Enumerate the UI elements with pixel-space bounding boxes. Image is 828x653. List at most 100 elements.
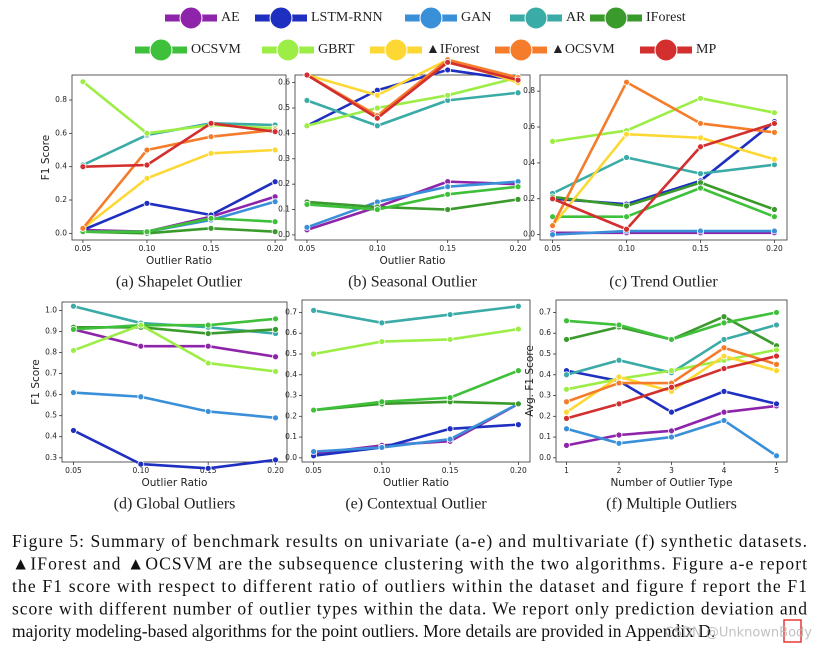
y-tick-label: 0.2	[539, 411, 551, 420]
data-point	[668, 367, 675, 375]
data-point	[615, 373, 623, 381]
series-line	[82, 180, 276, 232]
legend-label: AR	[566, 10, 586, 25]
y-tick-label: 0.0	[523, 230, 535, 239]
y-tick-label: 1.0	[45, 305, 57, 314]
data-point	[514, 367, 522, 375]
data-point	[143, 174, 151, 182]
y-tick-label: 0.6	[285, 328, 297, 337]
data-point	[697, 227, 704, 235]
y-tick-label: 0.3	[45, 453, 57, 462]
data-point	[271, 198, 279, 206]
legend-marker	[179, 6, 203, 30]
y-tick-label: 0.4	[539, 370, 551, 379]
caption-line: Figure 5: Summary of benchmark results o…	[12, 531, 807, 551]
y-tick-label: 0.8	[523, 86, 535, 95]
x-tick-label: 0.15	[692, 244, 709, 253]
axes-frame	[301, 299, 531, 463]
data-point	[378, 444, 386, 451]
data-point	[79, 224, 87, 232]
data-point	[444, 91, 452, 99]
y-tick-label: 0.7	[45, 369, 57, 378]
x-tick-label: 5	[774, 466, 779, 475]
series-line	[306, 58, 519, 117]
data-point	[444, 58, 452, 66]
legend-label: IForest	[646, 10, 686, 25]
data-point	[549, 137, 556, 145]
x-tick-label: 0.10	[618, 244, 635, 253]
caption-line: majority modeling-based algorithms for t…	[12, 621, 715, 641]
data-point	[373, 114, 381, 122]
legend-label: GAN	[461, 10, 491, 25]
data-point	[720, 417, 728, 424]
y-tick-label: 0.6	[45, 390, 57, 399]
x-tick-label: 0.10	[132, 466, 149, 475]
legend-marker	[654, 38, 678, 62]
data-point	[771, 206, 778, 213]
data-point	[615, 431, 623, 439]
data-point	[272, 315, 279, 323]
y-tick-label: 0.4	[278, 128, 290, 137]
caption-line: ▲IForest and ▲OCSVM are the subsequence …	[12, 554, 807, 574]
x-axis-label: Outlier Ratio	[142, 477, 208, 489]
y-tick-label: 0.3	[278, 154, 290, 163]
data-point	[373, 206, 381, 213]
data-point	[303, 223, 311, 231]
x-tick-label: 0.20	[267, 244, 284, 253]
data-point	[514, 421, 522, 429]
data-point	[207, 119, 215, 127]
data-point	[514, 76, 522, 84]
x-axis-label: Outlier Ratio	[380, 255, 446, 267]
y-axis-label: F1 Score	[40, 135, 52, 180]
y-tick-label: 0.4	[285, 370, 297, 379]
series-line	[551, 80, 775, 227]
data-point	[623, 154, 630, 161]
data-point	[204, 330, 212, 337]
y-tick-label: 0.2	[285, 411, 297, 420]
caption-line: score with different number of outlier t…	[12, 599, 807, 619]
data-point	[310, 350, 318, 358]
data-point	[143, 228, 151, 236]
series-line	[313, 369, 519, 412]
x-tick-label: 0.15	[442, 466, 459, 475]
data-point	[563, 385, 570, 393]
y-tick-label: 0.1	[278, 205, 290, 214]
x-tick-label: 0.10	[139, 244, 156, 253]
data-point	[514, 195, 522, 203]
y-tick-label: 0.5	[45, 411, 57, 420]
data-point	[549, 231, 556, 239]
series-line	[552, 122, 775, 231]
series-line	[313, 423, 519, 458]
data-point	[563, 336, 570, 343]
data-point	[720, 319, 728, 327]
data-point	[615, 356, 623, 364]
data-point	[272, 414, 279, 422]
data-point	[310, 448, 318, 456]
data-point	[668, 408, 675, 416]
data-point	[204, 321, 212, 329]
data-point	[373, 122, 381, 130]
y-tick-label: 0.4	[523, 158, 535, 167]
data-point	[697, 94, 704, 102]
data-point	[773, 346, 780, 354]
y-tick-label: 0.6	[55, 128, 67, 137]
data-point	[563, 317, 570, 325]
data-point	[79, 163, 87, 171]
data-point	[137, 342, 145, 350]
series-line	[82, 80, 276, 135]
y-tick-label: 0.5	[539, 349, 551, 358]
data-point	[623, 130, 630, 138]
data-point	[549, 195, 556, 203]
data-point	[310, 406, 318, 414]
x-tick-label: 0.15	[203, 244, 220, 253]
data-point	[378, 319, 386, 327]
data-point	[70, 389, 77, 396]
series-line	[82, 122, 276, 168]
y-tick-label: 0.1	[285, 432, 297, 441]
y-tick-label: 0.9	[45, 326, 57, 335]
legend-marker	[524, 6, 548, 30]
y-tick-label: 0.4	[55, 162, 67, 171]
series-line	[313, 304, 519, 325]
y-tick-label: 0.8	[45, 348, 57, 357]
